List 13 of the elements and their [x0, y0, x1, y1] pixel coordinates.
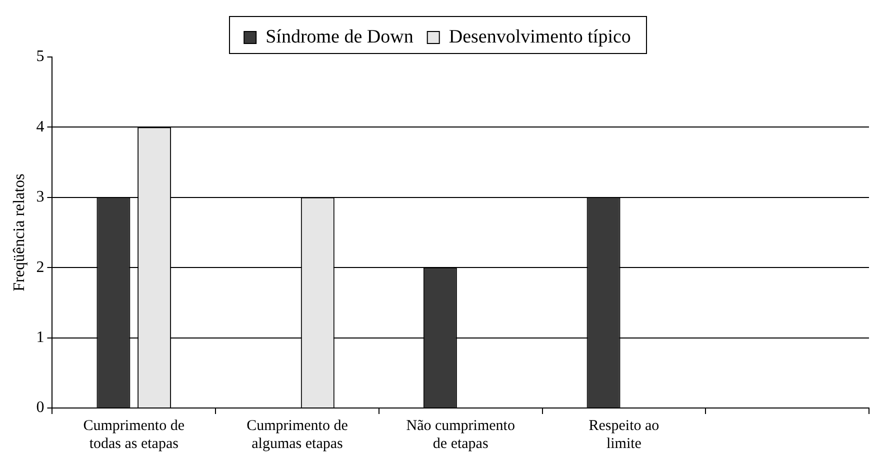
- y-tick-label: 0: [36, 399, 44, 416]
- y-tick-label: 1: [36, 329, 44, 346]
- legend-label: Síndrome de Down: [266, 26, 414, 48]
- y-tick-label: 4: [36, 118, 44, 136]
- x-tick-label: Cumprimento de algumas etapas: [246, 418, 348, 452]
- x-tick-label: Cumprimento de todas as etapas: [83, 418, 185, 452]
- x-tick-label: Não cumprimento de etapas: [406, 418, 515, 452]
- x-tick-label: Respeito ao limite: [588, 418, 660, 452]
- legend-label: Desenvolvimento típico: [448, 26, 631, 48]
- y-tick-label: 5: [36, 48, 44, 66]
- y-tick-label: 2: [36, 258, 44, 276]
- y-axis-title: Freqüência relatos: [10, 174, 28, 292]
- y-tick-label: 3: [36, 188, 44, 206]
